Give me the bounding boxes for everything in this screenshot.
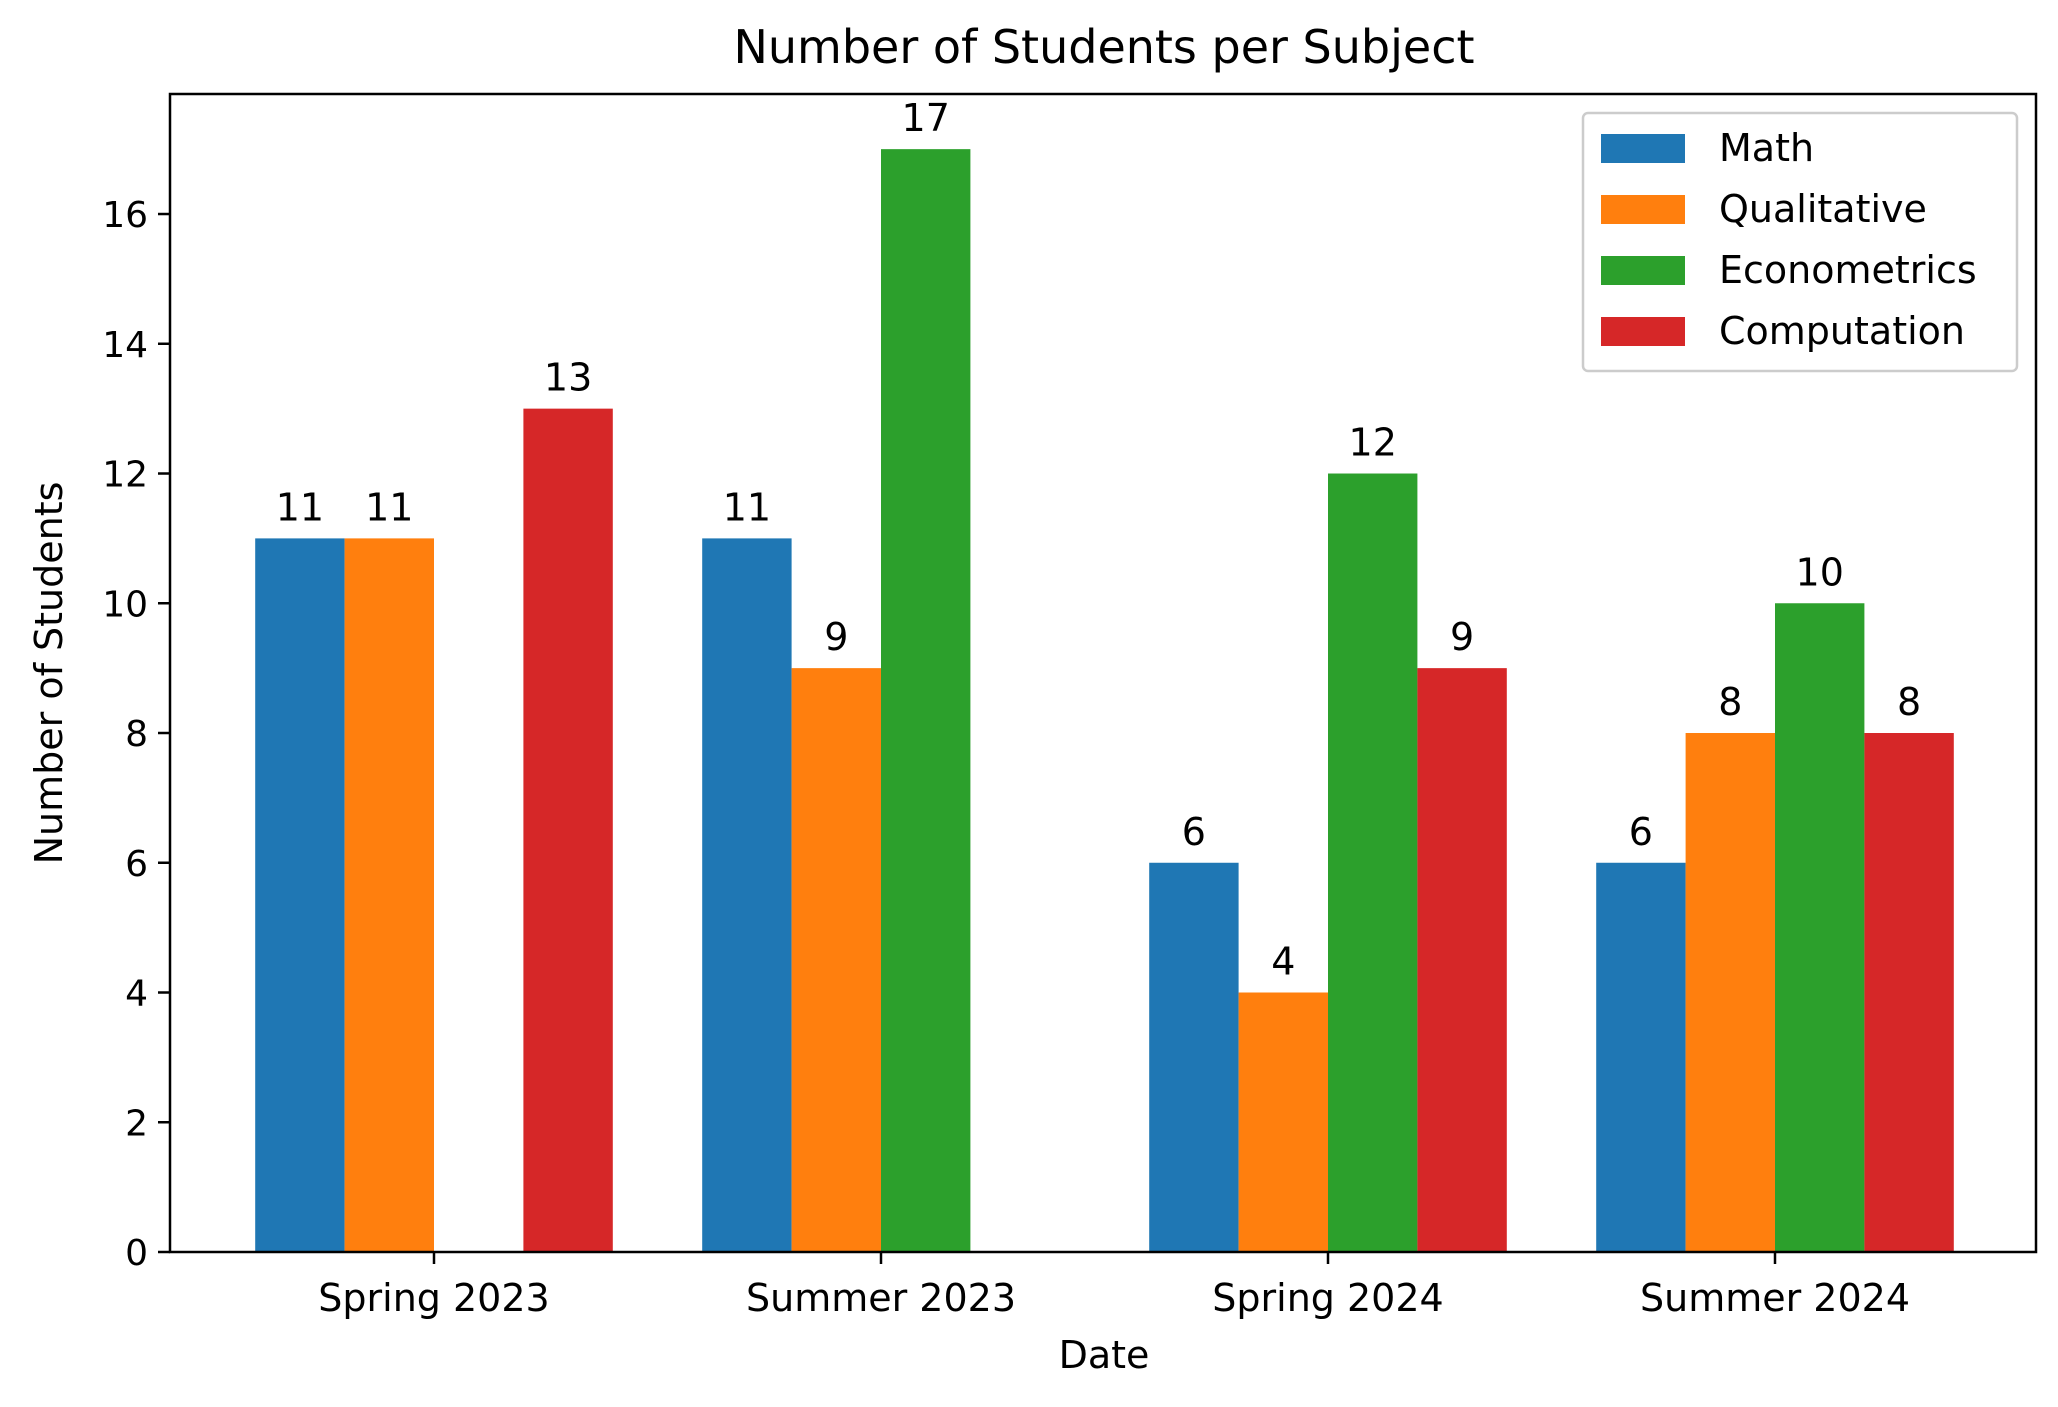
plot-frame xyxy=(168,92,2038,1254)
data-label-qualitative-summer-2023: 9 xyxy=(824,615,848,659)
data-labels-layer: 11 11 6 6 11 9 4 8 17 12 10 13 9 8 xyxy=(276,96,1921,983)
x-tick-label: Spring 2023 xyxy=(318,1276,549,1320)
x-tick-label: Summer 2023 xyxy=(746,1276,1016,1320)
bar-qualitative-spring-2023 xyxy=(344,538,434,1252)
bar-computation-spring-2024 xyxy=(1417,668,1507,1252)
bar-econometrics-summer-2024 xyxy=(1775,603,1865,1252)
x-tick-label: Summer 2024 xyxy=(1640,1276,1910,1320)
data-label-qualitative-spring-2023: 11 xyxy=(365,485,413,529)
y-tick-label: 6 xyxy=(125,844,148,885)
legend-box xyxy=(1581,111,2019,373)
x-axis-label: Date xyxy=(1059,1333,1150,1377)
legend-swatch-econometrics xyxy=(1601,256,1685,285)
bar-qualitative-summer-2024 xyxy=(1685,733,1775,1252)
bar-qualitative-summer-2023 xyxy=(791,668,881,1252)
chart-title: Number of Students per Subject xyxy=(733,20,1474,74)
y-tick-label: 8 xyxy=(125,714,148,755)
bar-computation-summer-2024 xyxy=(1864,733,1954,1252)
bar-econometrics-summer-2023 xyxy=(881,149,971,1253)
y-tick-label: 14 xyxy=(102,325,148,366)
legend-label-math: Math xyxy=(1719,126,1814,170)
data-label-qualitative-spring-2024: 4 xyxy=(1271,940,1295,984)
legend: Math Qualitative Econometrics Computation xyxy=(1581,111,2019,373)
y-axis-label: Number of Students xyxy=(27,482,71,865)
bar-econometrics-spring-2024 xyxy=(1328,473,1418,1253)
data-label-qualitative-summer-2024: 8 xyxy=(1718,680,1742,724)
bar-math-summer-2023 xyxy=(702,538,792,1252)
data-label-math-summer-2023: 11 xyxy=(723,485,771,529)
x-axis: Spring 2023 Summer 2023 Spring 2024 Summer … xyxy=(318,1252,1910,1320)
data-label-computation-spring-2024: 9 xyxy=(1450,615,1474,659)
y-tick-label: 2 xyxy=(125,1103,148,1144)
data-label-computation-spring-2023: 13 xyxy=(544,356,592,400)
y-tick-label: 12 xyxy=(102,455,148,496)
legend-label-computation: Computation xyxy=(1719,309,1965,353)
legend-swatch-computation xyxy=(1601,317,1685,346)
y-tick-label: 10 xyxy=(102,584,148,625)
bar-qualitative-spring-2024 xyxy=(1238,992,1328,1252)
data-label-math-spring-2024: 6 xyxy=(1182,810,1206,854)
legend-label-econometrics: Econometrics xyxy=(1719,248,1977,292)
legend-swatch-math xyxy=(1601,134,1685,163)
y-tick-label: 16 xyxy=(102,195,148,236)
bar-math-summer-2024 xyxy=(1596,862,1686,1252)
bars-layer xyxy=(255,149,1954,1253)
data-label-econometrics-spring-2024: 12 xyxy=(1349,421,1397,465)
data-label-computation-summer-2024: 8 xyxy=(1897,680,1921,724)
bar-math-spring-2024 xyxy=(1149,862,1239,1252)
y-axis: 0 2 4 6 8 10 12 14 16 xyxy=(102,195,170,1274)
bar-computation-spring-2023 xyxy=(523,408,613,1252)
data-label-math-summer-2024: 6 xyxy=(1629,810,1653,854)
x-tick-label: Spring 2024 xyxy=(1212,1276,1443,1320)
legend-label-qualitative: Qualitative xyxy=(1719,187,1927,231)
data-label-econometrics-summer-2023: 17 xyxy=(902,96,950,140)
legend-swatch-qualitative xyxy=(1601,195,1685,224)
y-tick-label: 0 xyxy=(125,1233,148,1274)
y-tick-label: 4 xyxy=(125,974,148,1015)
data-label-econometrics-summer-2024: 10 xyxy=(1796,550,1844,594)
data-label-math-spring-2023: 11 xyxy=(276,485,324,529)
bar-math-spring-2023 xyxy=(255,538,345,1252)
